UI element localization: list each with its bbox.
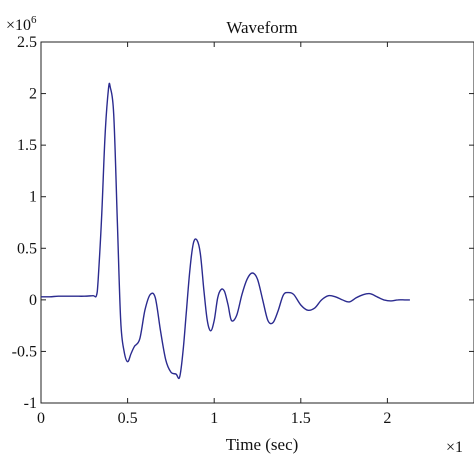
y-tick-label: 1.5 <box>17 137 37 154</box>
y-tick-label: -1 <box>24 395 37 412</box>
y-tick-label: 0.5 <box>17 240 37 257</box>
x-tick-label: 1.5 <box>291 410 311 427</box>
x-axis-multiplier: ×1 <box>446 439 463 456</box>
y-multiplier-exponent: 6 <box>31 14 37 26</box>
y-tick-label: 2 <box>29 86 37 103</box>
y-tick-label: -0.5 <box>12 343 37 360</box>
x-tick-label: 2 <box>383 410 391 427</box>
x-tick-label: 0 <box>37 410 45 427</box>
y-multiplier-base: ×10 <box>6 17 31 34</box>
y-axis-multiplier: ×106 <box>6 14 37 34</box>
chart-title: Waveform <box>226 18 297 37</box>
y-tick-label: 1 <box>29 189 37 206</box>
y-axis-ticks: -1 -0.5 0 0.5 1 1.5 2 2.5 <box>12 34 474 412</box>
x-axis-ticks: 0 0.5 1 1.5 2 <box>37 42 391 427</box>
x-tick-label: 0.5 <box>118 410 138 427</box>
x-tick-label: 1 <box>210 410 218 427</box>
y-tick-label: 0 <box>29 292 37 309</box>
y-tick-label: 2.5 <box>17 34 37 51</box>
waveform-line <box>41 82 410 380</box>
plot-area-frame <box>40 41 474 404</box>
svg-text:×106: ×106 <box>6 14 37 34</box>
x-axis-label: Time (sec) <box>226 435 299 454</box>
